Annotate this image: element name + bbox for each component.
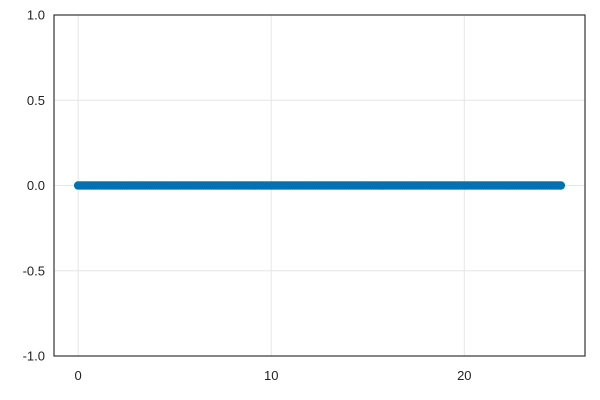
y-tick-label-2: 0.0 <box>27 178 45 193</box>
y-tick-label-1: 0.5 <box>27 93 45 108</box>
data-point <box>556 181 566 190</box>
x-tick-label-2: 20 <box>457 368 471 383</box>
y-tick-label-0: 1.0 <box>27 8 45 23</box>
x-tick-label-0: 0 <box>75 368 82 383</box>
data-points <box>73 181 566 190</box>
x-tick-label-1: 10 <box>264 368 278 383</box>
y-tick-label-4: -1.0 <box>23 349 45 364</box>
x-axis-tick-labels: 0 10 20 <box>75 368 472 383</box>
plot-frame <box>53 14 586 357</box>
y-axis-tick-labels: 1.0 0.5 0.0 -0.5 -1.0 <box>23 8 45 364</box>
y-tick-label-3: -0.5 <box>23 263 45 278</box>
